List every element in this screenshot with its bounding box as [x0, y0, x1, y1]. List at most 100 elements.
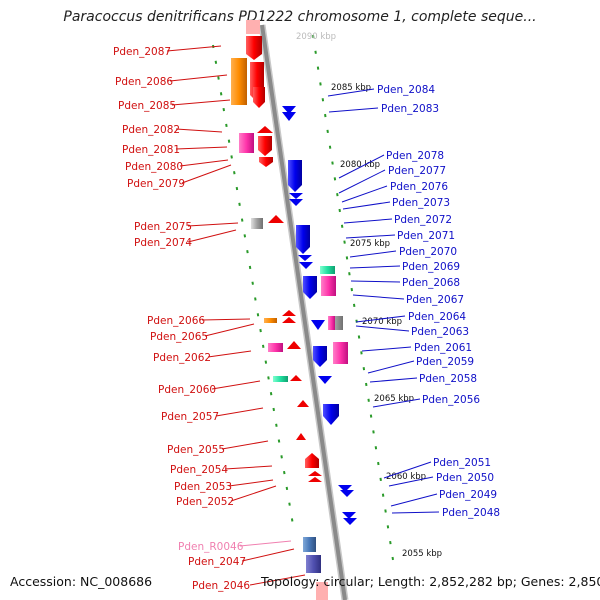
gene-label-right[interactable]: Pden_2049 — [439, 489, 497, 501]
gene-shape[interactable] — [282, 112, 296, 121]
gene-shape[interactable] — [308, 477, 322, 482]
gene-label-left[interactable]: Pden_2074 — [134, 237, 192, 249]
gene-label-right[interactable]: Pden_2061 — [414, 342, 472, 354]
gene-shape[interactable] — [289, 199, 303, 206]
gene-shape[interactable] — [338, 485, 352, 492]
gene-label-left[interactable]: Pden_2082 — [122, 124, 180, 136]
gene-label-right[interactable]: Pden_2056 — [422, 394, 480, 406]
gene-shape[interactable] — [289, 193, 303, 199]
scale-label: 2055 kbp — [402, 549, 442, 559]
gene-label-right[interactable]: Pden_2071 — [397, 230, 455, 242]
gene-shape[interactable] — [316, 582, 328, 600]
gene-label-left[interactable]: Pden_2046 — [192, 580, 250, 592]
gene-label-left[interactable]: Pden_2066 — [147, 315, 205, 327]
gene-label-right[interactable]: Pden_2050 — [436, 472, 494, 484]
gene-shape[interactable] — [303, 276, 317, 299]
gene-shape[interactable] — [303, 537, 316, 552]
gene-label-right[interactable]: Pden_2073 — [392, 197, 450, 209]
gene-label-left[interactable]: Pden_2086 — [115, 76, 173, 88]
gene-label-rna[interactable]: Pden_R0046 — [178, 541, 244, 553]
gene-label-left[interactable]: Pden_2080 — [125, 161, 183, 173]
gene-shape[interactable] — [340, 490, 354, 497]
gene-label-left[interactable]: Pden_2047 — [188, 556, 246, 568]
gene-shape[interactable] — [246, 36, 262, 60]
gene-label-right[interactable]: Pden_2063 — [411, 326, 469, 338]
gene-label-right[interactable]: Pden_2064 — [408, 311, 466, 323]
gene-shape[interactable] — [313, 346, 327, 367]
gene-label-left[interactable]: Pden_2055 — [167, 444, 225, 456]
gene-shape[interactable] — [296, 225, 310, 254]
gene-shape[interactable] — [246, 20, 260, 34]
gene-shape[interactable] — [342, 512, 356, 519]
gene-label-left[interactable]: Pden_2060 — [158, 384, 216, 396]
gene-label-right[interactable]: Pden_2051 — [433, 457, 491, 469]
scale-label: 2080 kbp — [340, 160, 380, 170]
gene-label-right[interactable]: Pden_2077 — [388, 165, 446, 177]
gene-shape[interactable] — [298, 255, 312, 261]
gene-shape[interactable] — [318, 376, 332, 384]
scale-label: 2060 kbp — [386, 472, 426, 482]
gene-label-right[interactable]: Pden_2072 — [394, 214, 452, 226]
gene-label-left[interactable]: Pden_2065 — [150, 331, 208, 343]
gene-shape[interactable] — [253, 87, 265, 108]
gene-shape[interactable] — [282, 106, 296, 114]
gene-shape[interactable] — [328, 316, 335, 330]
gene-shape[interactable] — [305, 453, 319, 468]
gene-shape[interactable] — [259, 157, 273, 167]
scale-label: 2085 kbp — [331, 83, 371, 93]
gene-label-left[interactable]: Pden_2079 — [127, 178, 185, 190]
gene-shape[interactable] — [282, 310, 296, 316]
gene-shape[interactable] — [321, 276, 336, 296]
gene-shape[interactable] — [251, 218, 263, 229]
gene-shape[interactable] — [257, 126, 273, 133]
gene-label-left[interactable]: Pden_2081 — [122, 144, 180, 156]
gene-shape[interactable] — [231, 58, 247, 105]
gene-shape[interactable] — [273, 376, 288, 382]
gene-label-left[interactable]: Pden_2075 — [134, 221, 192, 233]
gene-label-left[interactable]: Pden_2052 — [176, 496, 234, 508]
gene-shape[interactable] — [308, 471, 322, 476]
gene-label-right[interactable]: Pden_2078 — [386, 150, 444, 162]
gene-label-left[interactable]: Pden_2085 — [118, 100, 176, 112]
reverse-strand-genes — [282, 106, 357, 525]
gene-shape[interactable] — [258, 136, 272, 156]
gene-label-left[interactable]: Pden_2054 — [170, 464, 228, 476]
gene-label-right[interactable]: Pden_2076 — [390, 181, 448, 193]
gene-label-left[interactable]: Pden_2062 — [153, 352, 211, 364]
map-title: Paracoccus denitrificans PD1222 chromoso… — [63, 9, 537, 25]
gene-shape[interactable] — [343, 518, 357, 525]
gene-shape[interactable] — [323, 404, 339, 425]
gene-shape[interactable] — [288, 160, 302, 192]
gene-shape[interactable] — [287, 341, 301, 349]
gene-shape[interactable] — [290, 375, 302, 381]
gene-label-right[interactable]: Pden_2070 — [399, 246, 457, 258]
gene-shape[interactable] — [320, 266, 335, 274]
gene-shape[interactable] — [333, 342, 348, 364]
gene-label-left[interactable]: Pden_2057 — [161, 411, 219, 423]
gene-label-right[interactable]: Pden_2048 — [442, 507, 500, 519]
gene-labels-right: Pden_2084 Pden_2083 Pden_2078 Pden_2077 … — [377, 84, 500, 519]
gene-label-left[interactable]: Pden_2053 — [174, 481, 232, 493]
forward-strand-genes — [231, 20, 328, 600]
gene-shape[interactable] — [268, 343, 283, 352]
gene-shape[interactable] — [264, 318, 277, 323]
gene-label-right[interactable]: Pden_2058 — [419, 373, 477, 385]
gene-label-right[interactable]: Pden_2069 — [402, 261, 460, 273]
gene-label-right[interactable]: Pden_2059 — [416, 356, 474, 368]
gene-label-right[interactable]: Pden_2068 — [402, 277, 460, 289]
gene-labels-left: Pden_2087 Pden_2086 Pden_2085 Pden_2082 … — [113, 46, 250, 592]
gene-label-left[interactable]: Pden_2087 — [113, 46, 171, 58]
scale-label: 2075 kbp — [350, 239, 390, 249]
gene-shape[interactable] — [268, 215, 284, 223]
gene-shape[interactable] — [299, 262, 313, 269]
gene-shape[interactable] — [239, 133, 254, 153]
gene-shape[interactable] — [297, 400, 309, 407]
gene-shape[interactable] — [296, 433, 306, 440]
gene-shape[interactable] — [282, 317, 296, 323]
gene-label-right[interactable]: Pden_2067 — [406, 294, 464, 306]
gene-label-right[interactable]: Pden_2084 — [377, 84, 435, 96]
gene-shape[interactable] — [311, 320, 325, 330]
gene-label-right[interactable]: Pden_2083 — [381, 103, 439, 115]
gene-shape[interactable] — [306, 555, 321, 573]
